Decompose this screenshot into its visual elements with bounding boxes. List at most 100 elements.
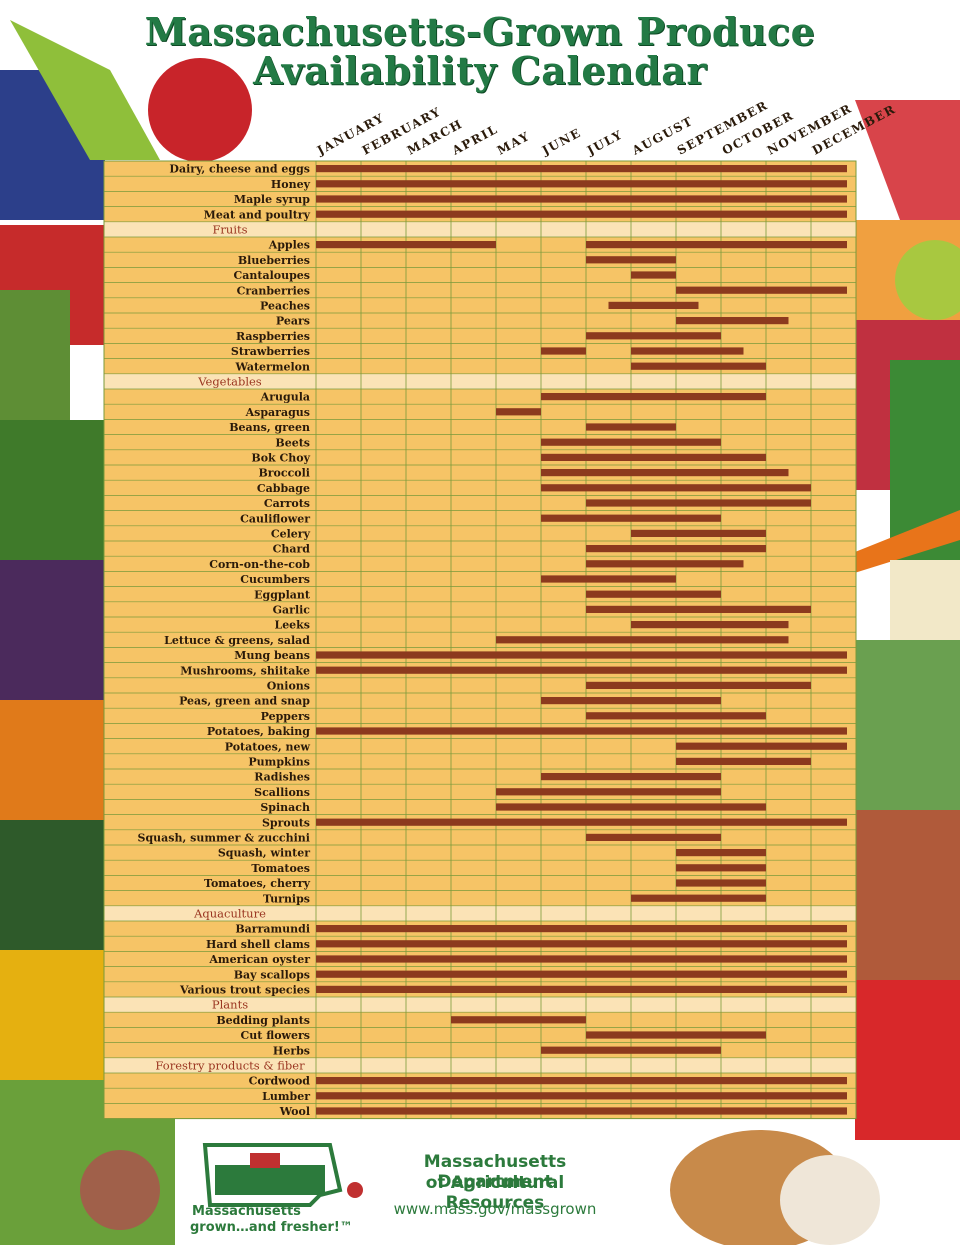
- availability-bar: [316, 180, 847, 188]
- squash-image: [0, 700, 105, 830]
- section-label: Plants: [212, 998, 248, 1012]
- row-label: Meat and poultry: [204, 208, 311, 221]
- row-label: Cabbage: [257, 482, 310, 495]
- row-label: Herbs: [273, 1044, 310, 1057]
- row-label: Beets: [275, 436, 310, 449]
- availability-bar: [676, 849, 766, 857]
- month-header: MAY: [495, 129, 533, 158]
- availability-bar: [586, 833, 721, 841]
- row-label: Cucumbers: [240, 573, 310, 586]
- availability-bar: [316, 955, 847, 963]
- availability-bar: [496, 408, 541, 416]
- availability-bar: [316, 210, 847, 218]
- availability-bar: [586, 560, 744, 568]
- month-header: JUNE: [539, 125, 584, 158]
- watermelon-image: [855, 100, 960, 225]
- section-label: Fruits: [212, 223, 247, 237]
- availability-bar: [496, 803, 766, 811]
- row-label: Scallions: [254, 786, 310, 799]
- row-label: Bok Choy: [251, 452, 310, 465]
- availability-bar: [586, 712, 766, 720]
- row-label: Pumpkins: [248, 756, 310, 769]
- availability-bar: [631, 347, 744, 355]
- row-label: Onions: [267, 680, 310, 693]
- row-label: Cut flowers: [241, 1029, 310, 1042]
- row-label: Dairy, cheese and eggs: [169, 163, 310, 176]
- pear-image: [895, 240, 960, 320]
- peppers-image: [0, 950, 105, 1080]
- tomato-image: [855, 980, 960, 1140]
- availability-bar: [541, 514, 721, 522]
- row-label: Blueberries: [238, 254, 310, 267]
- apple-image: [148, 58, 252, 162]
- eggplant-image: [0, 560, 105, 720]
- availability-bar: [541, 773, 721, 781]
- availability-bar: [676, 864, 766, 872]
- row-label: Raspberries: [236, 330, 310, 343]
- row-label: Cranberries: [237, 284, 310, 297]
- row-label: Squash, winter: [218, 847, 310, 860]
- availability-bar: [676, 286, 847, 294]
- row-label: Mushrooms, shiitake: [180, 664, 310, 677]
- row-label: Tomatoes, cherry: [204, 877, 311, 890]
- row-label: Bay scallops: [234, 968, 310, 981]
- availability-bar: [316, 1077, 847, 1085]
- row-label: Cauliflower: [240, 512, 310, 525]
- row-label: Hard shell clams: [206, 938, 310, 951]
- cauliflower-image: [890, 560, 960, 650]
- availability-bar: [541, 438, 721, 446]
- row-label: Arugula: [260, 391, 310, 404]
- department-url[interactable]: www.mass.gov/massgrown: [393, 1200, 597, 1218]
- availability-bar: [676, 879, 766, 887]
- availability-bar: [541, 393, 766, 401]
- availability-bar: [541, 453, 766, 461]
- availability-bar: [541, 484, 811, 492]
- row-label: Radishes: [254, 771, 310, 784]
- title-line-1: Massachusetts-Grown Produce: [144, 9, 816, 54]
- availability-bar: [541, 347, 586, 355]
- availability-bar: [586, 1031, 766, 1039]
- availability-bar: [586, 590, 721, 598]
- availability-bar: [586, 332, 721, 340]
- availability-bar: [586, 499, 811, 507]
- availability-bar: [541, 575, 676, 583]
- row-label: American oyster: [208, 953, 310, 966]
- availability-bar: [631, 362, 766, 370]
- section-row-background: [104, 1057, 856, 1073]
- massgrown-logo: [202, 1143, 363, 1207]
- section-label: Vegetables: [197, 375, 262, 389]
- row-label: Asparagus: [245, 406, 310, 419]
- availability-bar: [316, 195, 847, 203]
- month-header: JULY: [584, 127, 625, 158]
- row-label: Spinach: [260, 801, 310, 814]
- availability-bar: [631, 529, 766, 537]
- availability-bar: [316, 241, 496, 249]
- corn-image: [10, 20, 160, 160]
- logo-text-line-2: grown…and fresher!™: [190, 1220, 353, 1235]
- mushrooms-image: [80, 1150, 160, 1230]
- row-label: Corn-on-the-cob: [209, 558, 310, 571]
- row-label: Maple syrup: [234, 193, 310, 206]
- row-label: Sprouts: [262, 816, 310, 829]
- availability-bar: [676, 742, 847, 750]
- section-label: Aquaculture: [193, 907, 266, 921]
- availability-bar: [316, 165, 847, 173]
- availability-bar: [316, 666, 847, 674]
- department-name-line-2: of Agricultural Resources: [425, 1173, 565, 1213]
- row-label: Carrots: [264, 497, 310, 510]
- row-label: Garlic: [273, 604, 311, 617]
- row-label: Barramundi: [235, 923, 310, 936]
- availability-bar: [541, 697, 721, 705]
- availability-bar: [586, 545, 766, 553]
- availability-bar: [586, 241, 847, 249]
- row-label: Leeks: [274, 619, 310, 632]
- availability-bar: [316, 985, 847, 993]
- availability-bar: [316, 970, 847, 978]
- availability-bar: [316, 925, 847, 933]
- row-label: Lettuce & greens, salad: [164, 634, 310, 647]
- section-row-background: [104, 221, 856, 237]
- row-label: Pears: [276, 315, 310, 328]
- department-name-line-1: Massachusetts Department: [423, 1152, 567, 1192]
- row-label: Peas, green and snap: [179, 695, 310, 708]
